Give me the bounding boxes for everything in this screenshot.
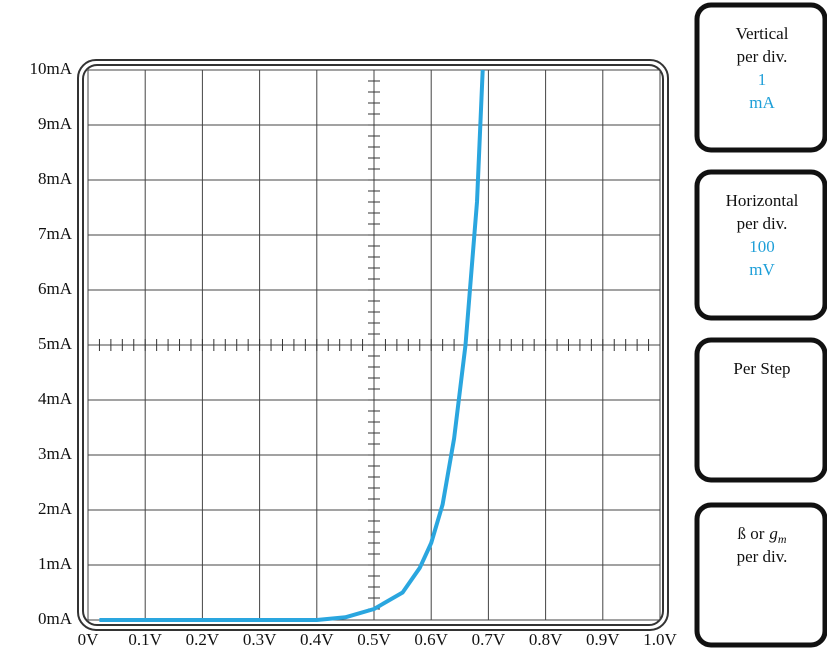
x-tick-label: 0V: [78, 630, 100, 649]
curve: [99, 69, 485, 622]
panel-label: Horizontal: [726, 191, 799, 210]
y-tick-label: 5mA: [38, 334, 73, 353]
x-tick-label: 0.1V: [128, 630, 162, 649]
screen-frame-outer: [77, 59, 669, 631]
panel-label: per div.: [737, 214, 788, 233]
setting-panel: [694, 337, 827, 483]
panel-setting: 100: [749, 237, 775, 256]
y-tick-label: 1mA: [38, 554, 73, 573]
y-tick-label: 8mA: [38, 169, 73, 188]
x-tick-label: 1.0V: [643, 630, 677, 649]
panel-setting: mV: [749, 260, 775, 279]
panel-label: per div.: [737, 547, 788, 566]
panel-setting: 1: [758, 70, 767, 89]
y-tick-label: 9mA: [38, 114, 73, 133]
panel-setting: mA: [749, 93, 775, 112]
panel-label-subscript: m: [778, 532, 787, 546]
y-tick-label: 3mA: [38, 444, 73, 463]
x-tick-label: 0.7V: [472, 630, 506, 649]
screen-frame-inner: [82, 64, 664, 626]
setting-panel: [694, 2, 827, 153]
panel-label: Per Step: [733, 359, 790, 378]
x-tick-label: 0.9V: [586, 630, 620, 649]
panel-label: ß or gm: [737, 524, 786, 546]
setting-panel: [694, 169, 827, 321]
panel-label-prefix: ß or: [737, 524, 764, 543]
y-tick-label: 0mA: [38, 609, 73, 628]
panel-label: per div.: [737, 47, 788, 66]
panel-label-symbol: g: [769, 524, 778, 543]
setting-panel: [694, 502, 827, 648]
x-tick-label: 0.2V: [186, 630, 220, 649]
y-tick-label: 6mA: [38, 279, 73, 298]
x-tick-label: 0.8V: [529, 630, 563, 649]
x-tick-label: 0.3V: [243, 630, 277, 649]
x-tick-label: 0.6V: [414, 630, 448, 649]
y-tick-label: 7mA: [38, 224, 73, 243]
x-tick-label: 0.5V: [357, 630, 391, 649]
panel-label: Vertical: [736, 24, 789, 43]
y-tick-label: 4mA: [38, 389, 73, 408]
y-tick-label: 2mA: [38, 499, 73, 518]
x-tick-label: 0.4V: [300, 630, 334, 649]
y-tick-label: 10mA: [30, 59, 73, 78]
